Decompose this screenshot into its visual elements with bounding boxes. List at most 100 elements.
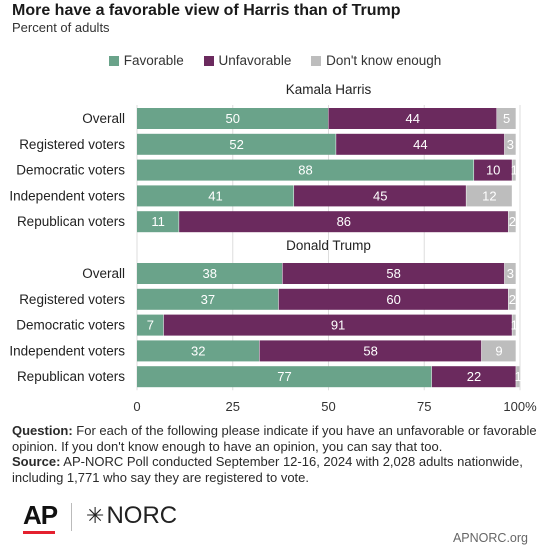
bar-favorable-0-0 [137,108,328,129]
bar-unfavorable-1-3 [259,340,482,362]
category-label-1-2: Democratic voters [16,318,125,333]
data-label-unfavorable-0-4: 86 [337,214,351,229]
data-label-unfavorable-1-2: 91 [331,318,345,333]
data-label-unfavorable-1-0: 58 [386,266,400,281]
legend-swatch-dont-know [311,56,322,66]
bar-dont-know-0-2 [512,159,516,181]
legend-item-favorable: Favorable [108,53,184,68]
x-tick-label-2: 50 [321,399,335,414]
category-label-0-2: Democratic voters [16,163,125,178]
category-label-1-0: Overall [82,266,125,281]
bar-unfavorable-0-2 [474,159,512,181]
panel-title-1: Donald Trump [286,238,371,253]
bar-unfavorable-0-0 [328,108,497,129]
bar-favorable-0-2 [137,159,474,181]
category-label-0-0: Overall [82,111,125,126]
data-label-dont-know-0-3: 12 [482,188,496,203]
data-label-favorable-1-4: 77 [277,369,291,384]
data-label-dont-know-1-0: 3 [507,266,514,281]
legend-label-dont-know: Don't know enough [326,53,442,68]
bar-favorable-1-4 [137,366,432,388]
question-text: For each of the following please indicat… [12,423,537,454]
panel-title-0: Kamala Harris [286,82,372,97]
bar-unfavorable-0-4 [179,211,509,233]
data-label-unfavorable-0-2: 10 [486,163,500,178]
legend-label-unfavorable: Unfavorable [218,53,292,68]
x-tick-label-1: 25 [226,399,240,414]
legend: Favorable Unfavorable Don't know enough [0,53,550,68]
source-label: Source: [12,454,61,470]
chart-subtitle: Percent of adults [12,20,110,35]
stacked-bar-chart: 0 25 50 75 100% Kamala Harris Overall 50 44 5 Regi… [9,82,537,414]
bar-unfavorable-1-0 [282,263,505,284]
bar-favorable-1-0 [137,263,283,284]
legend-item-unfavorable: Unfavorable [203,53,292,68]
bar-unfavorable-1-1 [278,288,509,310]
data-label-unfavorable-1-3: 58 [363,343,377,358]
data-label-unfavorable-0-1: 44 [413,137,427,152]
bar-dont-know-1-2 [512,314,516,336]
data-label-favorable-0-1: 52 [229,137,243,152]
data-label-dont-know-1-1: 2 [509,292,516,307]
bar-unfavorable-1-4 [431,366,516,388]
category-label-1-3: Independent voters [9,343,125,358]
legend-swatch-favorable [108,56,119,66]
norc-star-icon: ✳ [86,503,105,528]
data-label-dont-know-0-1: 3 [507,137,514,152]
bar-unfavorable-0-3 [294,185,466,207]
bar-dont-know-0-0 [497,108,516,129]
data-label-unfavorable-0-3: 45 [373,188,387,203]
logo-divider [71,503,72,531]
data-label-favorable-0-0: 50 [226,111,240,126]
ap-logo: AP [23,500,58,530]
data-label-dont-know-0-0: 5 [503,111,510,126]
bar-dont-know-1-3 [481,340,516,362]
bar-favorable-0-4 [137,211,179,233]
norc-logo: ✳NORC [86,502,177,530]
data-label-favorable-1-2: 7 [147,318,154,333]
source-note: Source: AP-NORC Poll conducted September… [12,454,540,485]
data-label-unfavorable-0-0: 44 [406,111,420,126]
data-label-dont-know-1-2: 1 [511,318,518,333]
category-label-0-3: Independent voters [9,188,125,203]
bar-dont-know-1-4 [516,366,520,388]
footnote: Question: For each of the following plea… [12,423,540,485]
legend-swatch-unfavorable [203,56,214,66]
data-label-favorable-0-3: 41 [208,188,222,203]
x-tick-label-3: 75 [417,399,431,414]
data-label-favorable-0-4: 11 [151,214,165,229]
bar-unfavorable-1-2 [163,314,512,336]
norc-logo-text: NORC [106,502,178,529]
question-note: Question: For each of the following plea… [12,423,540,454]
x-tick-label-0: 0 [133,399,140,414]
category-label-1-4: Republican voters [17,369,125,384]
category-label-0-4: Republican voters [17,214,125,229]
x-tick-label-4: 100% [503,399,537,414]
bar-favorable-0-3 [137,185,294,207]
bar-favorable-0-1 [137,133,336,155]
bar-dont-know-0-4 [508,211,516,233]
source-text: AP-NORC Poll conducted September 12-16, … [12,454,523,485]
data-label-favorable-1-0: 38 [203,266,217,281]
site-url: APNORC.org [452,531,528,545]
data-label-dont-know-1-3: 9 [495,343,502,358]
question-label: Question: [12,423,73,438]
bar-favorable-1-3 [137,340,260,362]
data-label-dont-know-0-2: 1 [511,163,518,178]
data-label-favorable-0-2: 88 [298,163,312,178]
bar-dont-know-0-3 [466,185,512,207]
data-label-dont-know-0-4: 2 [509,214,516,229]
bar-favorable-1-2 [137,314,164,336]
bar-unfavorable-0-1 [336,133,505,155]
chart-title: More have a favorable view of Harris tha… [12,2,401,19]
data-label-unfavorable-1-4: 22 [467,369,481,384]
category-label-1-1: Registered voters [19,292,125,307]
bar-dont-know-1-1 [508,288,516,310]
ap-logo-underline [23,531,55,534]
bar-dont-know-1-0 [504,263,516,284]
bar-favorable-1-1 [137,288,279,310]
category-label-0-1: Registered voters [19,137,125,152]
data-label-unfavorable-1-1: 60 [386,292,400,307]
data-label-favorable-1-3: 32 [191,343,205,358]
legend-label-favorable: Favorable [123,53,184,68]
